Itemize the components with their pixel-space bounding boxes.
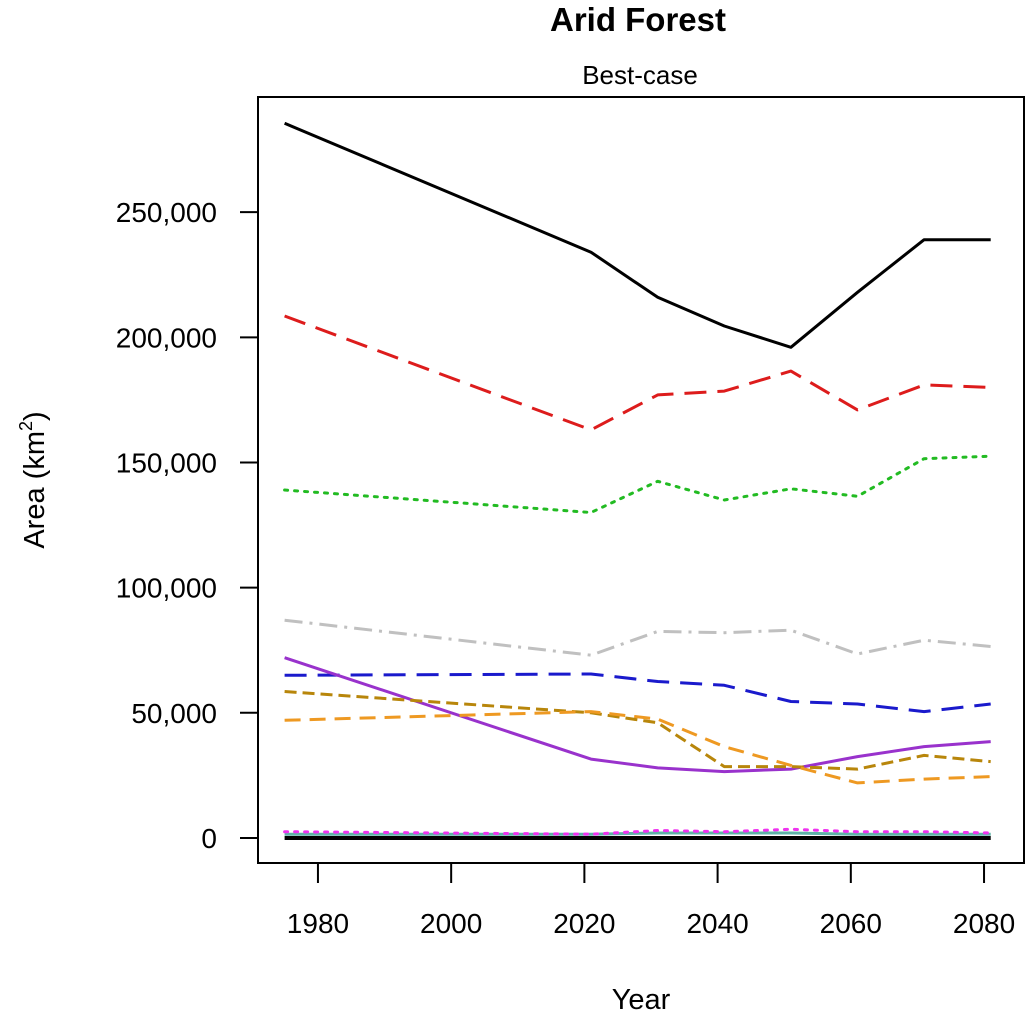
series-line-4 (284, 618, 991, 657)
x-tick-label: 2020 (553, 908, 615, 939)
y-axis: 0 50,000 100,000 150,000 200,000 250,000 (116, 197, 258, 854)
series-line-1 (284, 121, 991, 349)
series-line-10 (283, 827, 993, 836)
series-line-7 (284, 690, 991, 771)
y-axis-label: Area (km2) (16, 411, 51, 548)
x-tick-label: 1980 (287, 908, 349, 939)
y-tick-label: 150,000 (116, 447, 217, 478)
x-tick-label: 2000 (420, 908, 482, 939)
x-tick-label: 2040 (686, 908, 748, 939)
chart-subtitle: Best-case (582, 60, 698, 90)
x-axis: 1980 2000 2020 2040 2060 2080 (287, 863, 1015, 939)
y-axis-label-close: ) (19, 411, 51, 421)
y-tick-label: 50,000 (131, 698, 217, 729)
x-tick-label: 2060 (820, 908, 882, 939)
y-tick-label: 200,000 (116, 322, 217, 353)
y-axis-label-superscript: 2 (16, 421, 36, 431)
plot-frame (257, 96, 1025, 864)
series-layer (283, 121, 993, 840)
series-line-3 (283, 454, 993, 514)
series-line-8 (284, 710, 991, 785)
y-axis-label-text: Area (km (19, 431, 51, 549)
x-tick-label: 2080 (953, 908, 1015, 939)
y-tick-label: 100,000 (116, 573, 217, 604)
y-tick-label: 250,000 (116, 197, 217, 228)
y-tick-label: 0 (201, 823, 217, 854)
plot-area (257, 96, 1025, 864)
chart-title: Arid Forest (550, 1, 726, 38)
x-axis-label: Year (612, 984, 671, 1016)
series-line-2 (284, 314, 991, 432)
series-line-9 (284, 831, 991, 836)
series-line-5 (284, 672, 991, 714)
series-line-6 (284, 656, 991, 774)
